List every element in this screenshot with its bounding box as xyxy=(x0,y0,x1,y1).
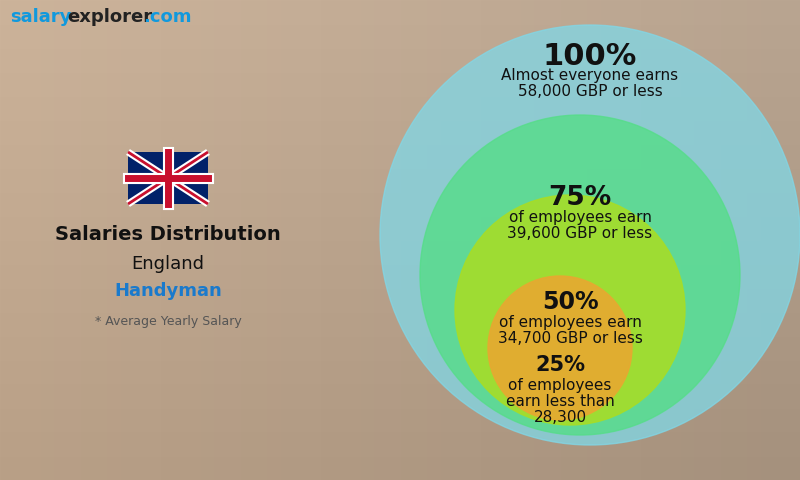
Text: salary: salary xyxy=(10,8,71,26)
FancyBboxPatch shape xyxy=(128,152,208,204)
Text: Salaries Distribution: Salaries Distribution xyxy=(55,225,281,244)
Text: 25%: 25% xyxy=(535,355,585,375)
Text: explorer: explorer xyxy=(67,8,152,26)
Text: .com: .com xyxy=(143,8,191,26)
Text: 39,600 GBP or less: 39,600 GBP or less xyxy=(507,226,653,241)
Text: Handyman: Handyman xyxy=(114,282,222,300)
Text: 58,000 GBP or less: 58,000 GBP or less xyxy=(518,84,662,99)
Text: earn less than: earn less than xyxy=(506,394,614,409)
Text: 34,700 GBP or less: 34,700 GBP or less xyxy=(498,331,642,346)
Text: Almost everyone earns: Almost everyone earns xyxy=(502,68,678,83)
Circle shape xyxy=(380,25,800,445)
Circle shape xyxy=(420,115,740,435)
Text: 75%: 75% xyxy=(548,185,612,211)
Text: 28,300: 28,300 xyxy=(534,410,586,425)
Text: of employees earn: of employees earn xyxy=(498,315,642,330)
Text: of employees earn: of employees earn xyxy=(509,210,651,225)
Text: * Average Yearly Salary: * Average Yearly Salary xyxy=(94,315,242,328)
Circle shape xyxy=(455,195,685,425)
Text: of employees: of employees xyxy=(508,378,612,393)
Text: 50%: 50% xyxy=(542,290,598,314)
Text: England: England xyxy=(131,255,205,273)
Text: 100%: 100% xyxy=(543,42,637,71)
Circle shape xyxy=(488,276,632,420)
